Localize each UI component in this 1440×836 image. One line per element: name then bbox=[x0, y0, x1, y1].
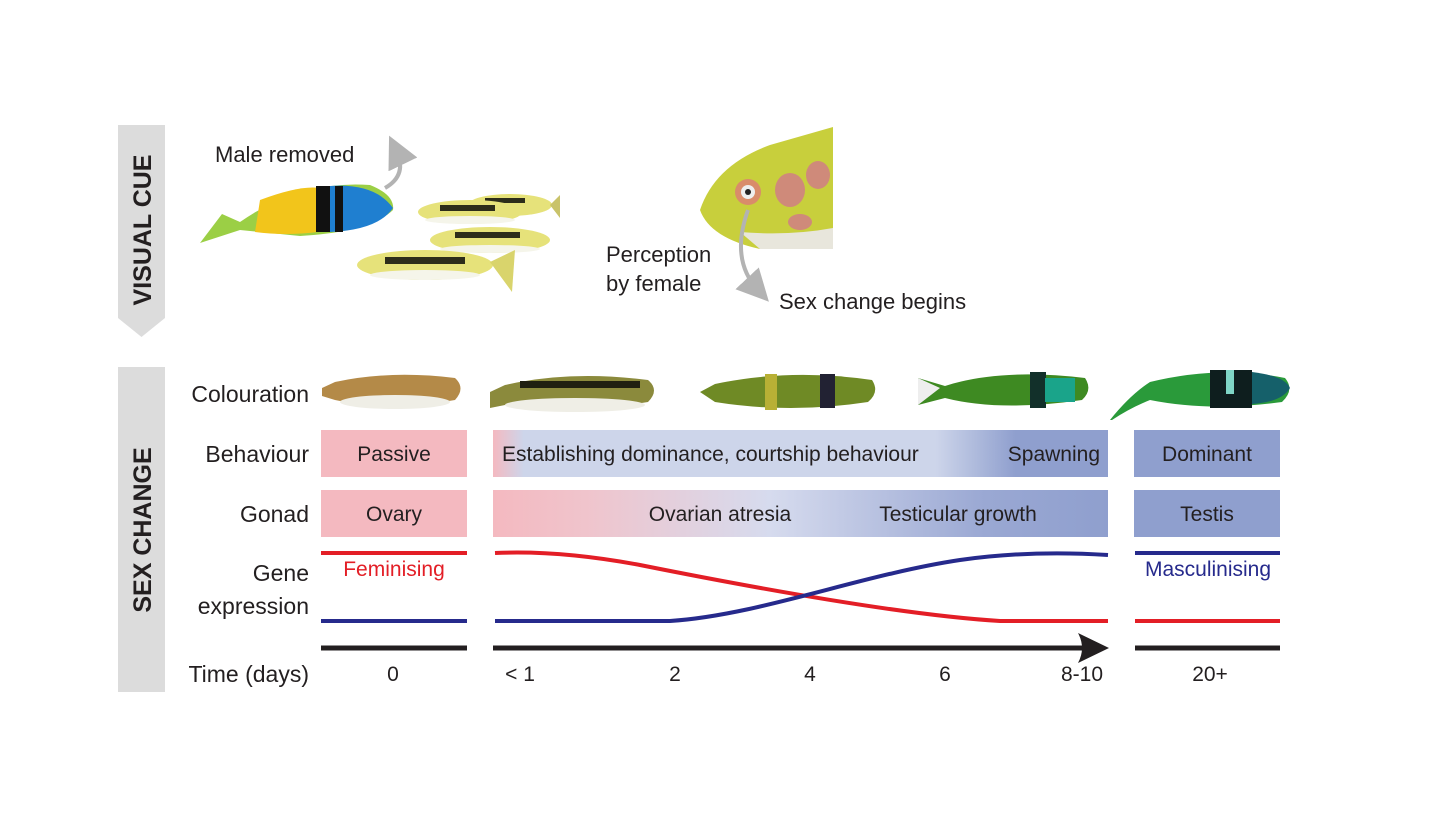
fish-day-1 bbox=[490, 376, 654, 412]
fish-day-6 bbox=[918, 372, 1089, 408]
gonad-testis-text: Testis bbox=[1180, 503, 1234, 526]
gonad-testicular-text: Testicular growth bbox=[879, 503, 1037, 526]
fish-day-20 bbox=[1110, 370, 1290, 420]
gonad-box-transition bbox=[493, 490, 1108, 537]
sex-change-begins-text: Sex change begins bbox=[779, 289, 966, 314]
gonad-atresia-text: Ovarian atresia bbox=[649, 503, 792, 526]
visual-cue-section: VISUAL CUE Male removed bbox=[118, 125, 966, 337]
fish-day-4 bbox=[700, 374, 876, 410]
feminising-label: Feminising bbox=[343, 558, 445, 581]
time-tick-0: 0 bbox=[387, 663, 399, 686]
row-label-colouration: Colouration bbox=[191, 381, 309, 407]
time-arrow-icon bbox=[1078, 633, 1109, 663]
perception-arrow-icon bbox=[735, 209, 769, 302]
row-label-behaviour: Behaviour bbox=[205, 441, 309, 467]
behaviour-box-passive bbox=[321, 430, 467, 477]
female-head-image bbox=[700, 127, 833, 249]
feminising-curve bbox=[494, 550, 1108, 623]
time-tick-5: 8-10 bbox=[1061, 663, 1103, 686]
sex-change-band bbox=[118, 367, 165, 692]
behaviour-box-transition bbox=[493, 430, 1108, 477]
behaviour-spawning-text: Spawning bbox=[1008, 443, 1100, 466]
gene-expression-lines bbox=[321, 550, 1280, 623]
masculinising-label: Masculinising bbox=[1145, 558, 1271, 581]
behaviour-dominant-text: Dominant bbox=[1162, 443, 1252, 466]
male-removed-text: Male removed bbox=[215, 142, 354, 167]
male-fish-image bbox=[200, 184, 394, 243]
behaviour-courtship-text: Establishing dominance, courtship behavi… bbox=[502, 443, 919, 466]
removed-arrow-icon bbox=[383, 135, 418, 190]
colouration-fish-images bbox=[322, 370, 1290, 420]
sex-change-section: SEX CHANGE Colouration Behaviour Gonad G… bbox=[118, 367, 1290, 692]
time-tick-2: 2 bbox=[669, 663, 681, 686]
behaviour-passive-text: Passive bbox=[357, 443, 431, 466]
row-label-time: Time (days) bbox=[188, 661, 309, 687]
time-tick-6: 20+ bbox=[1192, 663, 1228, 686]
gonad-ovary-text: Ovary bbox=[366, 503, 423, 526]
gonad-box-testis bbox=[1134, 490, 1280, 537]
sex-change-label: SEX CHANGE bbox=[129, 447, 157, 612]
perception-line2: by female bbox=[606, 271, 701, 296]
time-tick-1: < 1 bbox=[505, 663, 535, 686]
row-label-expression: expression bbox=[198, 593, 309, 619]
time-tick-4: 6 bbox=[939, 663, 951, 686]
time-tick-3: 4 bbox=[804, 663, 816, 686]
visual-cue-label: VISUAL CUE bbox=[129, 155, 157, 306]
fish-day-0 bbox=[322, 374, 461, 409]
row-label-gonad: Gonad bbox=[240, 501, 309, 527]
female-fish-group-image bbox=[357, 194, 560, 292]
visual-cue-band bbox=[118, 125, 165, 337]
perception-line1: Perception bbox=[606, 242, 711, 267]
row-label-gene: Gene bbox=[253, 560, 309, 586]
time-axis bbox=[321, 633, 1280, 663]
gonad-box-ovary bbox=[321, 490, 467, 537]
behaviour-box-dominant bbox=[1134, 430, 1280, 477]
masculinising-curve bbox=[495, 551, 1109, 623]
